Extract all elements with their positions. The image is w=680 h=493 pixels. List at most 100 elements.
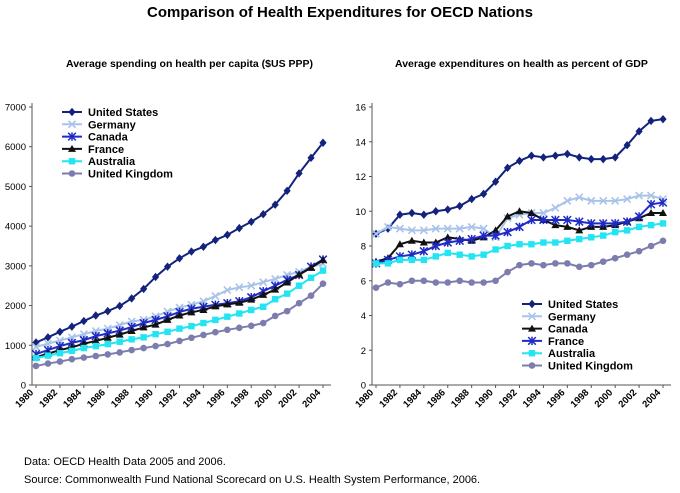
- data-point: [164, 340, 171, 348]
- data-point: [68, 347, 76, 355]
- data-point: [91, 336, 100, 344]
- x-tick-label: 1998: [569, 387, 592, 410]
- data-point: [235, 324, 243, 332]
- data-point: [319, 267, 327, 274]
- data-point: [175, 311, 184, 319]
- data-point: [479, 224, 488, 233]
- data-point: [44, 333, 52, 342]
- data-point: [271, 312, 279, 320]
- data-point: [540, 261, 547, 269]
- data-point: [575, 226, 584, 234]
- data-point: [188, 334, 195, 342]
- data-point: [456, 277, 464, 285]
- data-point: [575, 193, 584, 202]
- data-point: [635, 247, 643, 255]
- data-point: [152, 342, 159, 350]
- data-point: [407, 226, 416, 235]
- x-tick-label: 1992: [497, 387, 520, 410]
- data-point: [647, 221, 655, 229]
- data-point: [116, 301, 124, 311]
- data-point: [563, 149, 571, 159]
- data-point: [295, 299, 303, 307]
- data-point: [467, 222, 476, 231]
- data-point: [468, 194, 476, 204]
- series-australia: [372, 220, 667, 267]
- data-point: [295, 270, 304, 278]
- data-point: [271, 285, 280, 293]
- legend-item-australia: Australia: [522, 348, 596, 360]
- x-tick-label: 1996: [205, 387, 228, 410]
- data-point: [151, 320, 160, 328]
- data-point: [211, 291, 220, 301]
- data-point: [176, 337, 183, 345]
- data-point: [444, 249, 451, 257]
- data-point: [527, 215, 536, 225]
- series-line-united-states: [375, 118, 664, 235]
- data-point: [372, 260, 380, 267]
- data-point: [104, 306, 112, 316]
- series-germany: [371, 191, 668, 242]
- legend-item-australia: Australia: [62, 156, 136, 168]
- data-point: [564, 237, 571, 244]
- data-point: [259, 210, 267, 219]
- data-point: [455, 236, 465, 246]
- series-united-states: [372, 114, 667, 239]
- data-point: [646, 191, 656, 200]
- legend-marker: [528, 350, 536, 357]
- x-tick-label: 1996: [545, 387, 568, 410]
- data-point: [611, 228, 619, 236]
- data-point: [576, 235, 583, 243]
- data-point: [480, 279, 487, 286]
- data-point: [635, 127, 643, 136]
- data-point: [552, 239, 559, 246]
- data-point: [503, 212, 512, 220]
- data-point: [420, 256, 428, 264]
- data-point: [467, 234, 476, 244]
- legend-marker: [68, 158, 76, 165]
- data-point: [92, 352, 100, 360]
- data-point: [527, 151, 536, 160]
- data-point: [455, 224, 464, 233]
- data-point: [599, 258, 607, 265]
- legend-item-germany: Germany: [62, 119, 137, 131]
- data-point: [259, 290, 268, 298]
- data-point: [68, 355, 76, 363]
- y-tick-label: 4000: [5, 222, 26, 233]
- x-tick-label: 1982: [377, 387, 400, 410]
- data-point: [307, 274, 315, 281]
- data-point: [492, 246, 499, 253]
- x-tick-label: 1986: [425, 387, 448, 410]
- y-tick-label: 12: [355, 172, 366, 183]
- data-point: [432, 253, 439, 260]
- legend-label: United States: [548, 299, 618, 311]
- data-point: [271, 274, 280, 284]
- data-point: [443, 238, 453, 247]
- legend-marker: [528, 299, 536, 309]
- x-tick-label: 1988: [449, 387, 472, 410]
- data-point: [563, 215, 572, 225]
- data-point: [260, 303, 267, 310]
- x-tick-label: 1990: [473, 387, 496, 410]
- x-tick-label: 1980: [353, 387, 376, 410]
- data-point: [599, 154, 607, 164]
- data-point: [372, 284, 380, 291]
- data-point: [212, 316, 219, 324]
- legend-label: France: [88, 144, 124, 156]
- series-united-kingdom: [372, 237, 667, 291]
- series-line-canada: [375, 210, 663, 263]
- data-point: [468, 279, 475, 286]
- x-tick-label: 1994: [521, 387, 544, 410]
- data-point: [223, 300, 232, 308]
- data-point: [419, 246, 429, 256]
- data-point: [44, 352, 52, 359]
- data-point: [587, 261, 595, 269]
- data-point: [176, 325, 183, 332]
- y-tick-label: 10: [355, 207, 366, 218]
- data-point: [139, 323, 148, 331]
- data-point: [456, 251, 463, 258]
- data-point: [79, 330, 88, 339]
- data-point: [140, 344, 147, 352]
- legend-label: Australia: [548, 348, 596, 360]
- data-point: [479, 231, 488, 240]
